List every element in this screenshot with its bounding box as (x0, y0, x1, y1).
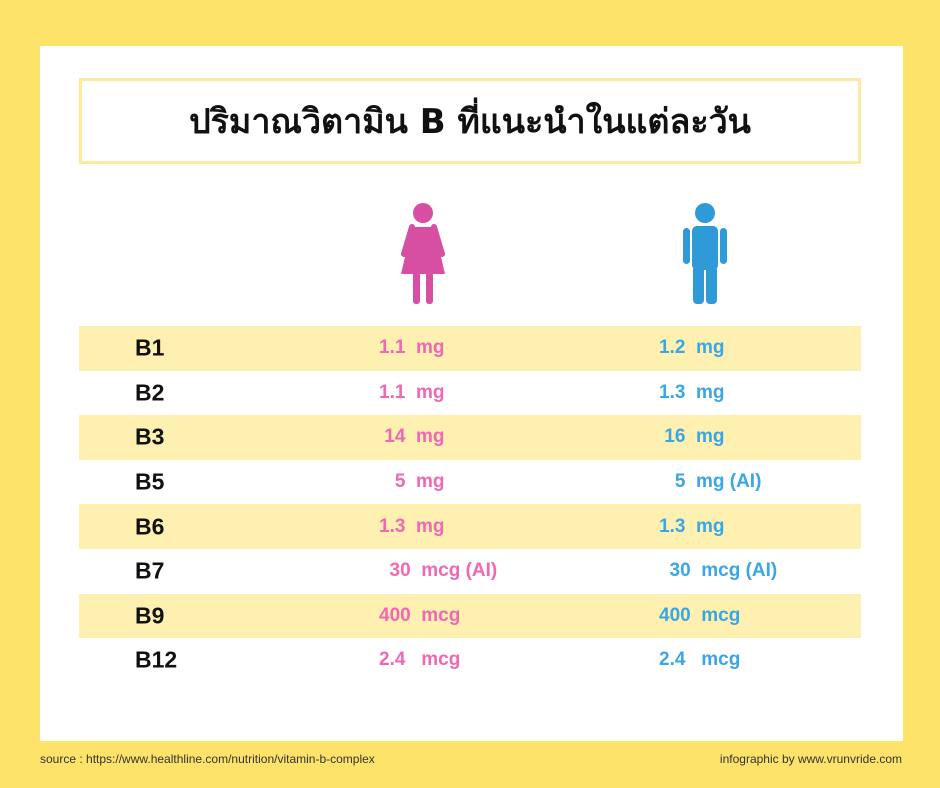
table-row: B6 1.3 mg 1.3 mg (79, 504, 861, 549)
female-value: 1.1 mg (379, 381, 445, 403)
infographic-card: ปริมาณวิตามิน B ที่แนะนำในแต่ละวัน B1 1.… (40, 46, 903, 741)
male-person-icon (683, 203, 727, 304)
male-value: 400 mcg (659, 604, 741, 626)
female-value: 1.3 mg (379, 515, 445, 537)
source-link: source : https://www.healthline.com/nutr… (40, 752, 375, 766)
table-row: B3 14 mg 16 mg (79, 415, 861, 460)
page-title: ปริมาณวิตามิน B ที่แนะนำในแต่ละวัน (189, 102, 751, 142)
credit-text: infographic by www.vrunvride.com (719, 752, 902, 766)
female-person-icon (401, 203, 445, 304)
vitamin-label: B5 (135, 468, 165, 495)
male-value: 1.2 mg (659, 337, 725, 359)
female-value: 2.4 mcg (379, 649, 461, 671)
male-value: 5 mg (AI) (659, 471, 762, 493)
female-value: 30 mcg (AI) (379, 560, 498, 582)
table-row: B2 1.1 mg 1.3 mg (79, 371, 861, 416)
title-box: ปริมาณวิตามิน B ที่แนะนำในแต่ละวัน (79, 78, 861, 164)
table-row: B5 5 mg 5 mg (AI) (79, 460, 861, 505)
vitamin-label: B1 (135, 334, 165, 361)
vitamin-label: B6 (135, 513, 165, 540)
male-value: 16 mg (659, 426, 725, 448)
female-value: 1.1 mg (379, 337, 445, 359)
female-value: 14 mg (379, 426, 445, 448)
male-value: 2.4 mcg (659, 649, 741, 671)
vitamin-table: B1 1.1 mg 1.2 mg B2 1.1 mg 1.3 mg B3 14 … (79, 326, 861, 683)
male-value: 1.3 mg (659, 381, 725, 403)
male-value: 1.3 mg (659, 515, 725, 537)
vitamin-label: B7 (135, 557, 165, 584)
vitamin-label: B9 (135, 602, 165, 629)
vitamin-label: B3 (135, 423, 165, 450)
male-value: 30 mcg (AI) (659, 560, 778, 582)
female-value: 5 mg (379, 471, 445, 493)
vitamin-label: B2 (135, 379, 165, 406)
vitamin-label: B12 (135, 646, 178, 673)
table-row: B1 1.1 mg 1.2 mg (79, 326, 861, 371)
female-value: 400 mcg (379, 604, 461, 626)
table-row: B7 30 mcg (AI) 30 mcg (AI) (79, 549, 861, 594)
table-row: B9 400 mcg 400 mcg (79, 593, 861, 639)
table-row: B12 2.4 mcg 2.4 mcg (79, 638, 861, 683)
